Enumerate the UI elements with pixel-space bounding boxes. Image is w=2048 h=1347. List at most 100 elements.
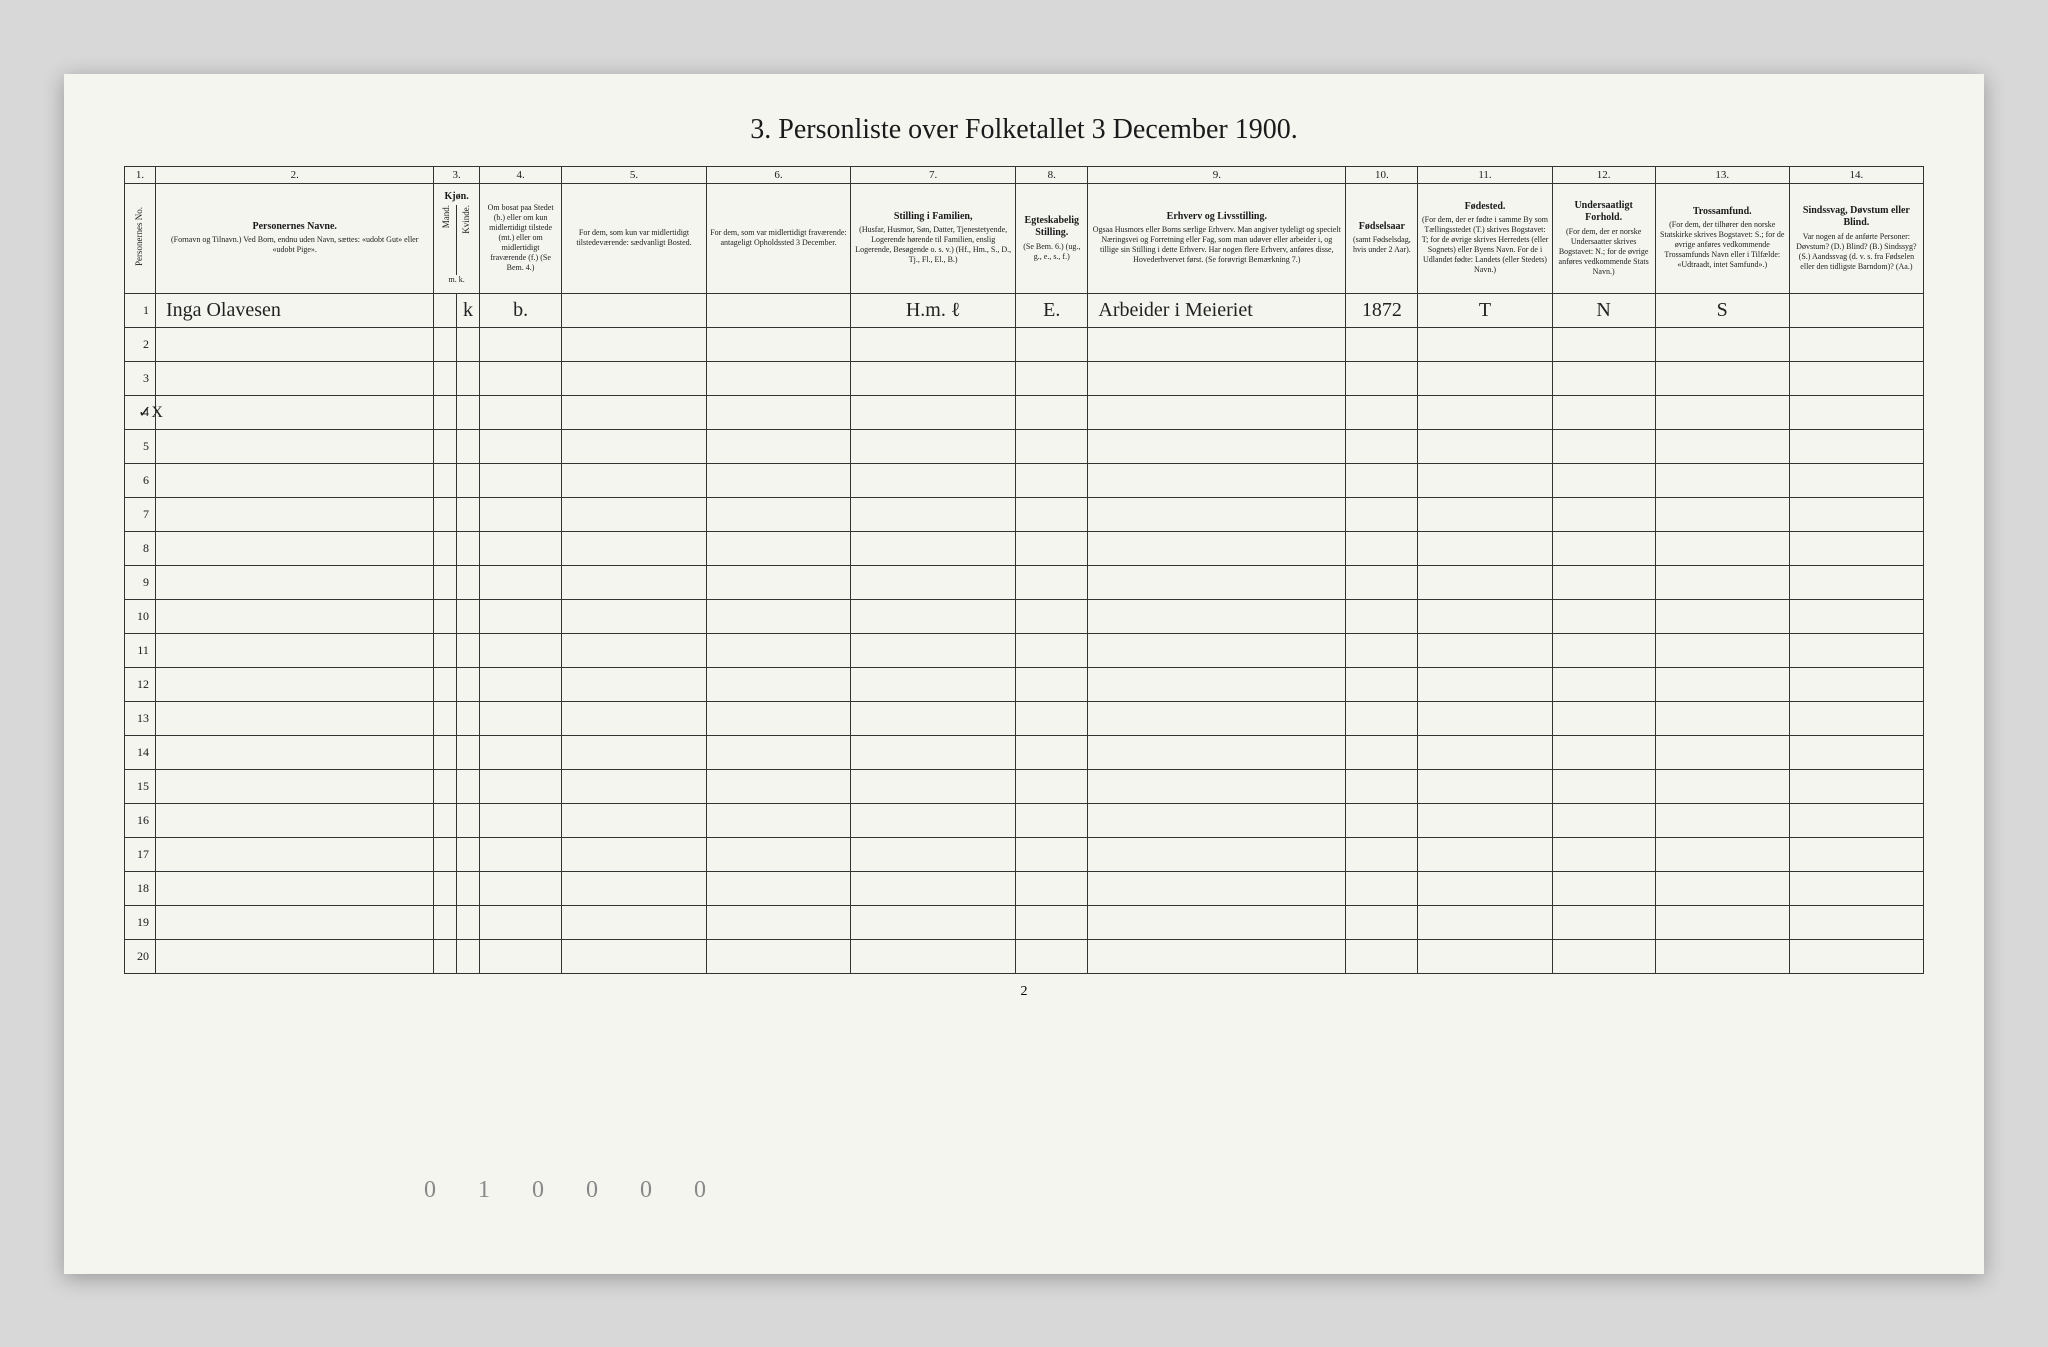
data-cell xyxy=(851,905,1016,939)
data-cell xyxy=(479,599,562,633)
data-cell xyxy=(1346,871,1418,905)
handwritten-value: Inga Olavesen xyxy=(166,299,281,321)
data-cell xyxy=(457,633,480,667)
data-cell xyxy=(1418,565,1552,599)
data-cell xyxy=(1346,701,1418,735)
table-row: 12 xyxy=(125,667,1924,701)
data-cell xyxy=(1346,633,1418,667)
data-cell xyxy=(479,837,562,871)
header-title: Trossamfund. xyxy=(1659,206,1786,219)
colnum-7: 7. xyxy=(851,166,1016,183)
data-cell xyxy=(851,939,1016,973)
data-cell xyxy=(1789,395,1923,429)
colnum-4: 4. xyxy=(479,166,562,183)
data-cell xyxy=(434,803,457,837)
data-cell xyxy=(1088,565,1346,599)
data-cell xyxy=(1655,327,1789,361)
data-cell xyxy=(434,701,457,735)
data-cell xyxy=(457,599,480,633)
colnum-11: 11. xyxy=(1418,166,1552,183)
data-cell xyxy=(1655,803,1789,837)
data-cell xyxy=(851,327,1016,361)
data-cell xyxy=(706,939,850,973)
header-sub: (For dem, der er norske Undersaatter skr… xyxy=(1556,227,1652,277)
data-cell xyxy=(562,599,706,633)
data-cell xyxy=(434,463,457,497)
data-cell xyxy=(851,701,1016,735)
data-cell xyxy=(851,463,1016,497)
data-cell xyxy=(1088,429,1346,463)
header-sub: For dem, som kun var midlertidigt tilste… xyxy=(565,228,702,248)
data-cell xyxy=(155,429,434,463)
data-cell xyxy=(479,497,562,531)
table-row: 17 xyxy=(125,837,1924,871)
header-sub: (For dem, der er fødte i samme By som Tæ… xyxy=(1421,215,1548,275)
data-cell xyxy=(155,361,434,395)
colnum-10: 10. xyxy=(1346,166,1418,183)
data-cell xyxy=(1346,599,1418,633)
data-cell xyxy=(1789,497,1923,531)
data-cell xyxy=(155,905,434,939)
data-cell xyxy=(1418,769,1552,803)
data-cell xyxy=(479,531,562,565)
data-cell xyxy=(706,599,850,633)
colnum-14: 14. xyxy=(1789,166,1923,183)
row-number-cell: 15 xyxy=(125,769,156,803)
data-cell xyxy=(434,395,457,429)
table-row: 7 xyxy=(125,497,1924,531)
table-row: 19 xyxy=(125,905,1924,939)
data-cell xyxy=(155,667,434,701)
data-cell xyxy=(706,565,850,599)
data-cell xyxy=(1418,531,1552,565)
data-cell xyxy=(1016,599,1088,633)
row-number-cell: 7 xyxy=(125,497,156,531)
data-cell xyxy=(1016,327,1088,361)
header-label: Personernes No. xyxy=(134,207,145,266)
data-cell xyxy=(1552,633,1655,667)
data-cell xyxy=(1655,565,1789,599)
data-cell xyxy=(1346,327,1418,361)
data-cell xyxy=(1418,803,1552,837)
data-cell xyxy=(1088,633,1346,667)
header-temp-absent: For dem, som var midlertidigt fraværende… xyxy=(706,183,850,293)
data-cell xyxy=(457,871,480,905)
data-cell xyxy=(479,327,562,361)
header-title: Egteskabelig Stilling. xyxy=(1019,215,1084,240)
data-cell xyxy=(1789,939,1923,973)
data-cell xyxy=(1552,905,1655,939)
data-cell xyxy=(1016,837,1088,871)
data-cell xyxy=(434,769,457,803)
header-title: Fødselsaar xyxy=(1349,221,1414,234)
data-cell xyxy=(1789,667,1923,701)
colnum-13: 13. xyxy=(1655,166,1789,183)
data-cell xyxy=(479,361,562,395)
table-row: 2 xyxy=(125,327,1924,361)
data-cell xyxy=(706,327,850,361)
page-number: 2 xyxy=(124,984,1924,1000)
table-row: 10 xyxy=(125,599,1924,633)
header-title: Sindssvag, Døvstum eller Blind. xyxy=(1793,205,1920,230)
data-cell xyxy=(155,735,434,769)
data-cell xyxy=(434,361,457,395)
data-cell xyxy=(1789,293,1923,327)
data-cell xyxy=(851,769,1016,803)
data-cell xyxy=(1346,939,1418,973)
data-cell xyxy=(434,293,457,327)
data-cell xyxy=(457,565,480,599)
header-sub: (For dem, der tilhører den norske Statsk… xyxy=(1659,220,1786,270)
data-cell xyxy=(1655,361,1789,395)
data-cell xyxy=(706,667,850,701)
data-cell xyxy=(1789,905,1923,939)
data-cell xyxy=(457,327,480,361)
data-cell xyxy=(155,803,434,837)
data-cell: T xyxy=(1418,293,1552,327)
data-cell xyxy=(155,395,434,429)
data-cell xyxy=(1088,327,1346,361)
handwritten-value: N xyxy=(1596,299,1610,321)
data-cell xyxy=(851,837,1016,871)
data-cell xyxy=(155,871,434,905)
row-number-cell: 3 xyxy=(125,361,156,395)
data-cell xyxy=(1088,463,1346,497)
table-row: 5 xyxy=(125,429,1924,463)
table-row: 20 xyxy=(125,939,1924,973)
